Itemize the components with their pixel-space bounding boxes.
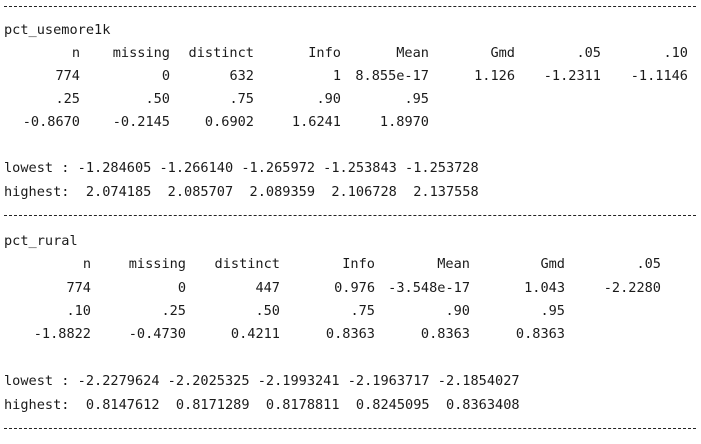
stat-value-mean: -3.548e-17 xyxy=(388,280,470,296)
variable-name: pct_rural xyxy=(4,233,78,249)
quantile-value-q90: 1.6241 xyxy=(291,114,341,130)
quantile-value-q75: 0.8363 xyxy=(325,326,375,342)
lowest-values: lowest : -2.2279624 -2.2025325 -2.199324… xyxy=(4,373,520,389)
stat-value-mean: 8.855e-17 xyxy=(355,68,429,84)
stat-value-info: 1 xyxy=(332,68,341,84)
stat-value-distinct: 632 xyxy=(229,68,254,84)
stat-header-n: n xyxy=(71,45,80,61)
stat-header-gmd: Gmd xyxy=(540,256,565,272)
stat-header-q05: .05 xyxy=(576,45,601,61)
lowest-values: lowest : -1.284605 -1.266140 -1.265972 -… xyxy=(4,160,479,176)
stat-header-q10: .10 xyxy=(663,45,688,61)
stat-value-missing: 0 xyxy=(161,68,170,84)
stat-header-q05: .05 xyxy=(636,256,661,272)
stat-value-info: 0.976 xyxy=(334,280,375,296)
stat-header-info: Info xyxy=(308,45,341,61)
stat-header-missing: missing xyxy=(112,45,170,61)
variable-name: pct_usemore1k xyxy=(4,22,111,38)
quantile-header-q95: .95 xyxy=(404,91,429,107)
stat-header-distinct: distinct xyxy=(214,256,280,272)
stat-value-n: 774 xyxy=(66,280,91,296)
stat-header-distinct: distinct xyxy=(188,45,254,61)
stat-value-n: 774 xyxy=(55,68,80,84)
quantile-value-q95: 0.8363 xyxy=(515,326,565,342)
quantile-header-q75: .75 xyxy=(229,91,254,107)
quantile-value-q25: -0.8670 xyxy=(22,114,80,130)
highest-values: highest: 2.074185 2.085707 2.089359 2.10… xyxy=(4,184,479,200)
stat-header-info: Info xyxy=(342,256,375,272)
quantile-value-q95: 1.8970 xyxy=(379,114,429,130)
quantile-value-q50: -0.2145 xyxy=(112,114,170,130)
quantile-header-q50: .50 xyxy=(255,303,280,319)
stat-value-gmd: 1.126 xyxy=(474,68,515,84)
stat-header-mean: Mean xyxy=(437,256,470,272)
quantile-header-q90: .90 xyxy=(316,91,341,107)
stat-value-q05: -1.2311 xyxy=(543,68,601,84)
stat-value-gmd: 1.043 xyxy=(524,280,565,296)
stat-value-q10: -1.1146 xyxy=(630,68,688,84)
quantile-header-q25: .25 xyxy=(55,91,80,107)
highest-values: highest: 0.8147612 0.8171289 0.8178811 0… xyxy=(4,397,520,413)
separator-line xyxy=(4,6,696,7)
stat-value-distinct: 447 xyxy=(255,280,280,296)
quantile-header-q25: .25 xyxy=(161,303,186,319)
quantile-value-q90: 0.8363 xyxy=(420,326,470,342)
quantile-header-q95: .95 xyxy=(540,303,565,319)
stat-header-gmd: Gmd xyxy=(490,45,515,61)
stat-header-missing: missing xyxy=(128,256,186,272)
quantile-header-q50: .50 xyxy=(145,91,170,107)
stat-header-n: n xyxy=(82,256,91,272)
quantile-header-q10: .10 xyxy=(66,303,91,319)
separator-line xyxy=(4,428,696,429)
quantile-value-q25: -0.4730 xyxy=(128,326,186,342)
quantile-value-q75: 0.6902 xyxy=(204,114,254,130)
stat-value-missing: 0 xyxy=(177,280,186,296)
quantile-header-q75: .75 xyxy=(350,303,375,319)
separator-line xyxy=(4,215,696,216)
stat-value-q05: -2.2280 xyxy=(603,280,661,296)
quantile-value-q10: -1.8822 xyxy=(33,326,91,342)
quantile-header-q90: .90 xyxy=(445,303,470,319)
stat-header-mean: Mean xyxy=(396,45,429,61)
quantile-value-q50: 0.4211 xyxy=(230,326,280,342)
